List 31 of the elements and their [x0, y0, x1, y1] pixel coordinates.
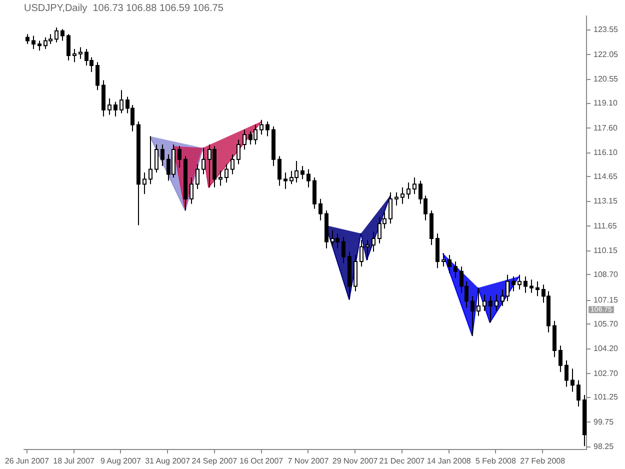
- x-tick-label: 31 Aug 2007: [145, 456, 191, 466]
- y-tick-label: 98.25: [594, 442, 614, 452]
- x-tick-label: 26 Jun 2007: [4, 456, 50, 466]
- y-tick-label: 114.65: [594, 172, 618, 181]
- y-tick-label: 110.15: [594, 246, 618, 256]
- x-tick-label: 14 Jan 2008: [426, 456, 472, 466]
- y-tick-label: 105.70: [594, 319, 619, 328]
- x-tick-label: 9 Aug 2007: [100, 456, 142, 466]
- y-tick-label: 119.10: [594, 98, 618, 108]
- x-tick-label: 21 Dec 2007: [379, 456, 426, 466]
- x-tick-label: 16 Oct 2007: [240, 456, 284, 466]
- y-tick-label: 101.25: [594, 392, 619, 402]
- y-tick-label: 122.05: [594, 50, 619, 59]
- y-tick-label: 107.15: [594, 295, 619, 304]
- y-tick-label: 113.15: [594, 196, 618, 206]
- x-tick-label: 24 Sep 2007: [192, 456, 238, 466]
- y-tick-label: 123.55: [594, 25, 619, 34]
- x-tick-label: 18 Jul 2007: [53, 456, 96, 466]
- x-tick-label: 7 Nov 2007: [288, 456, 330, 466]
- y-tick-label: 116.10: [594, 148, 618, 157]
- y-tick-label: 111.65: [594, 221, 618, 230]
- x-tick-label: 27 Feb 2008: [520, 456, 566, 466]
- y-tick-label: 120.55: [594, 74, 619, 84]
- y-tick-label: 117.60: [594, 123, 618, 132]
- x-tick-label: 29 Nov 2007: [332, 456, 378, 466]
- y-tick-label: 104.20: [594, 344, 619, 354]
- chart-title: USDJPY,Daily 106.73 106.88 106.59 106.75: [24, 2, 224, 14]
- y-tick-label: 99.75: [594, 417, 614, 426]
- x-tick-label: 5 Feb 2008: [475, 456, 516, 466]
- y-tick-label: 102.70: [594, 368, 619, 378]
- y-tick-label: 108.70: [594, 270, 619, 279]
